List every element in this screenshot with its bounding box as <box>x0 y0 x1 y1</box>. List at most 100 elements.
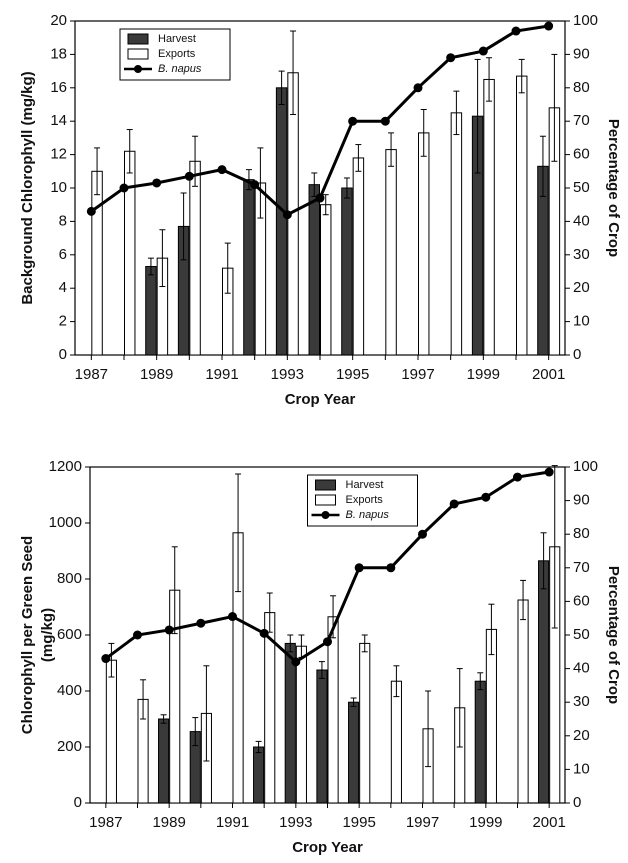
error-bar <box>108 642 115 678</box>
bar <box>189 160 201 356</box>
legend-swatch <box>127 33 149 45</box>
line-marker <box>348 116 358 126</box>
legend: Harvest Exports B. napus <box>307 474 418 527</box>
error-bar <box>147 257 154 276</box>
bar <box>308 184 320 356</box>
y2-tick-label: 100 <box>573 458 598 475</box>
error-bar <box>350 697 357 707</box>
x-tick-label: 1991 <box>205 366 238 383</box>
x-tick-label: 2001 <box>532 814 565 831</box>
y2-tick-label: 30 <box>573 693 590 710</box>
x-tick-label: 1991 <box>216 814 249 831</box>
bar <box>517 599 529 804</box>
error-bar <box>355 144 362 172</box>
y-tick-label: 10 <box>50 179 67 196</box>
y-axis-label: Background Chlorophyll (mg/kg) <box>19 71 36 304</box>
x-tick-label: 1997 <box>406 814 439 831</box>
line-marker <box>511 26 521 36</box>
y2-axis-label: Percentage of Crop <box>605 119 622 257</box>
error-bar <box>287 634 294 653</box>
error-bar <box>235 473 242 593</box>
error-bar <box>486 57 493 102</box>
y-tick-label: 8 <box>59 212 67 229</box>
y2-tick-label: 60 <box>573 146 590 163</box>
y-tick-label: 200 <box>57 738 82 755</box>
line-marker <box>217 165 227 175</box>
line-marker <box>413 83 423 93</box>
error-bar <box>518 58 525 94</box>
x-tick-label: 1987 <box>75 366 108 383</box>
bar <box>385 149 397 356</box>
y-tick-label: 1200 <box>49 458 82 475</box>
line-marker <box>250 180 260 190</box>
y2-axis-label: Percentage of Crop <box>605 566 622 704</box>
y2-tick-label: 50 <box>573 626 590 643</box>
y2-tick-label: 90 <box>573 45 590 62</box>
y2-tick-label: 10 <box>573 313 590 330</box>
y2-tick-label: 0 <box>573 346 581 363</box>
y2-tick-label: 50 <box>573 179 590 196</box>
y2-tick-label: 10 <box>573 760 590 777</box>
bar <box>348 701 360 804</box>
y2-tick-label: 90 <box>573 492 590 509</box>
line-marker <box>544 21 554 31</box>
legend-label: Harvest <box>158 33 196 45</box>
error-bar <box>140 679 147 720</box>
error-bar <box>94 147 101 196</box>
bar <box>352 157 365 356</box>
y2-tick-label: 20 <box>573 727 590 744</box>
error-bar <box>203 665 210 762</box>
x-tick-label: 2001 <box>532 366 565 383</box>
y-tick-label: 400 <box>57 682 82 699</box>
error-bar <box>539 135 546 197</box>
y-tick-label: 18 <box>50 45 67 62</box>
legend-swatch <box>315 479 336 491</box>
y2-tick-label: 70 <box>573 112 590 129</box>
error-bar <box>551 465 558 629</box>
line-marker <box>101 654 111 664</box>
line-marker <box>418 529 427 539</box>
bar <box>516 75 528 356</box>
bar <box>450 112 463 356</box>
bar <box>158 718 170 804</box>
line-marker <box>386 563 396 573</box>
y-tick-label: 14 <box>50 112 67 129</box>
bar <box>483 78 495 356</box>
error-bar <box>171 546 178 635</box>
legend-swatch <box>315 494 336 506</box>
error-bar <box>126 129 133 174</box>
y-axis-label: Chlorophyll per Green Seed <box>19 536 36 734</box>
y-tick-label: 4 <box>59 279 67 296</box>
y2-tick-label: 100 <box>573 12 598 29</box>
bar <box>359 642 371 804</box>
bar <box>91 170 103 356</box>
bar <box>485 628 497 804</box>
error-bar <box>388 132 395 167</box>
y2-tick-label: 40 <box>573 660 590 677</box>
x-tick-label: 1997 <box>401 366 434 383</box>
x-tick-label: 1987 <box>89 814 122 831</box>
y-tick-label: 600 <box>57 626 82 643</box>
line-marker <box>196 618 206 628</box>
error-bar <box>425 690 432 768</box>
bar <box>474 680 486 804</box>
bar <box>105 659 117 804</box>
legend: Harvest Exports B. napus <box>119 28 231 81</box>
legend-label: B. napus <box>346 509 390 521</box>
error-bar <box>180 192 187 261</box>
bar <box>320 204 332 356</box>
y2-tick-label: 0 <box>573 794 581 811</box>
bar <box>316 669 328 804</box>
x-tick-label: 1999 <box>467 366 500 383</box>
y-tick-label: 12 <box>50 146 67 163</box>
error-bar <box>343 177 350 199</box>
legend-swatch-marker <box>134 65 142 73</box>
y-tick-label: 16 <box>50 79 67 96</box>
error-bar <box>453 90 460 136</box>
x-axis-label: Crop Year <box>292 839 363 856</box>
y-tick-label: 0 <box>59 346 67 363</box>
line-marker <box>133 630 142 640</box>
line-marker <box>259 628 269 638</box>
line-marker <box>446 53 456 63</box>
